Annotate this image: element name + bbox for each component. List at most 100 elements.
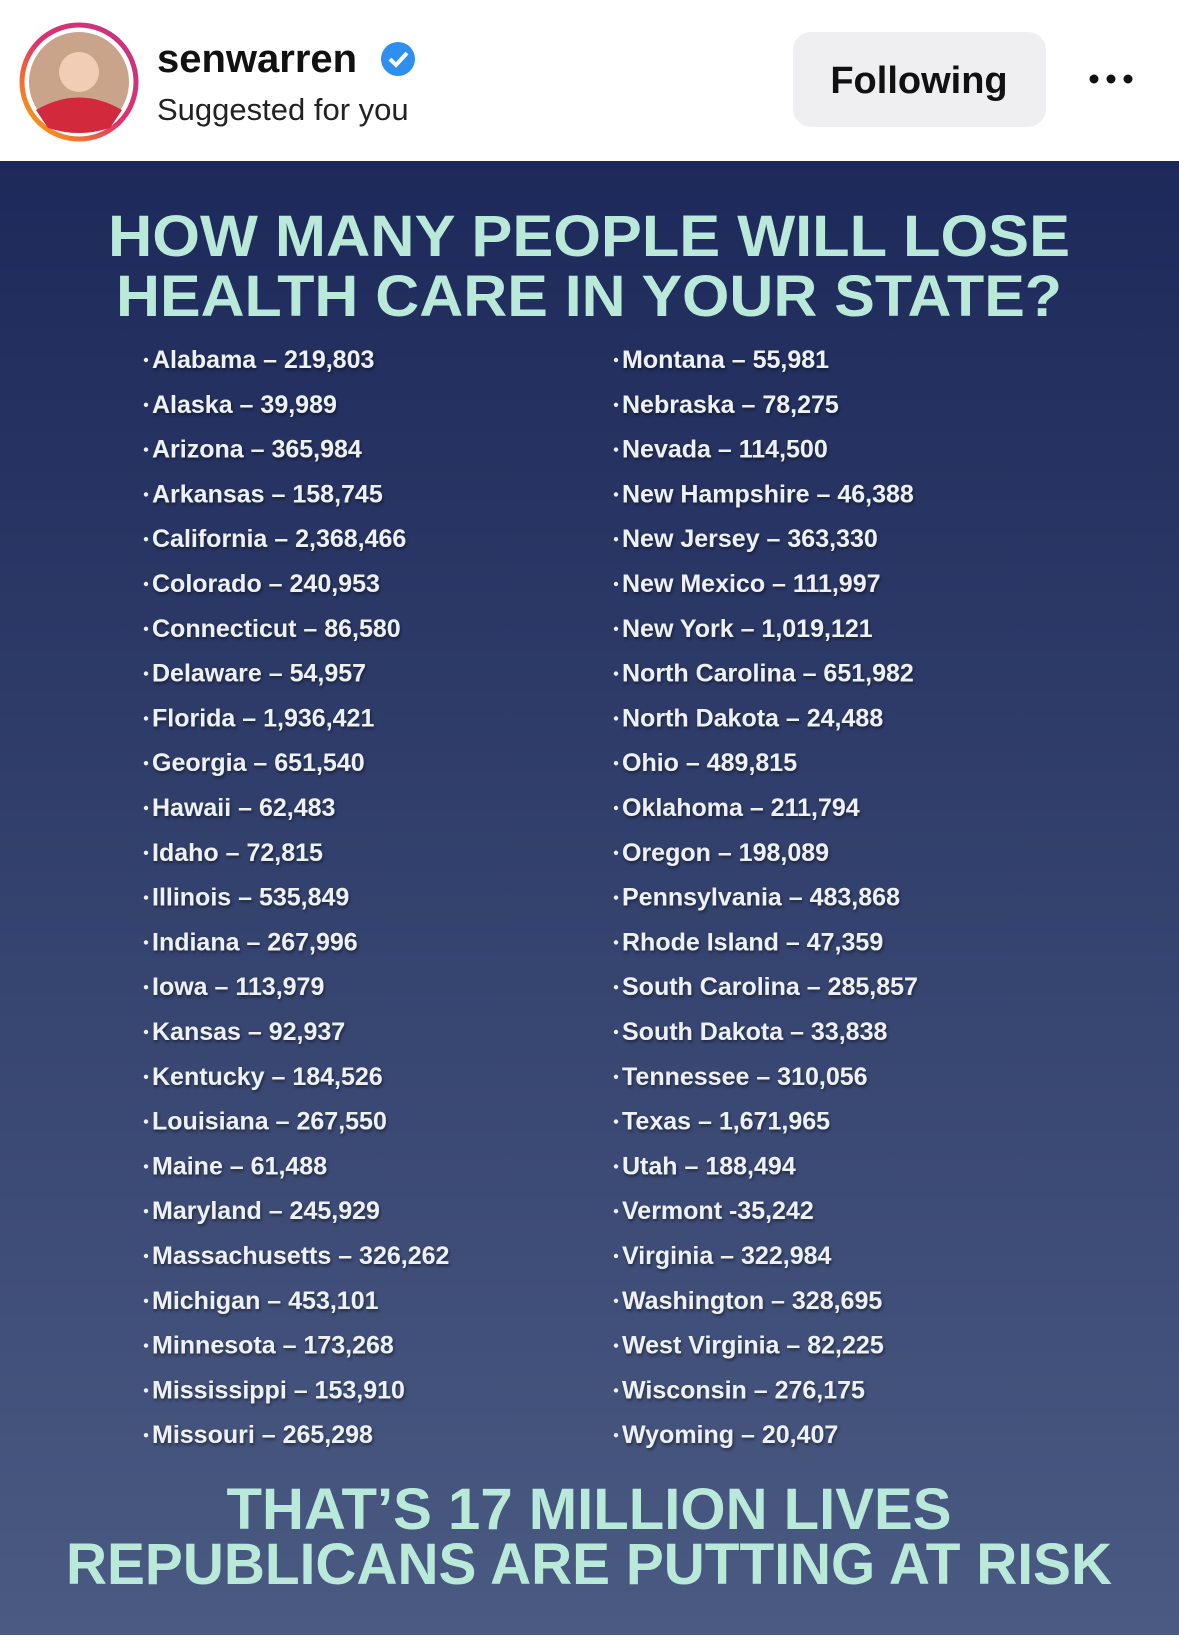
bullet xyxy=(143,1388,149,1393)
bullet xyxy=(613,716,619,721)
bullet xyxy=(613,1253,619,1259)
bullet xyxy=(613,1074,619,1080)
footer-line: REPUBLICANS ARE PUTTING AT RISK xyxy=(66,1532,1112,1597)
state-entry: Michigan – 453,101 xyxy=(152,1287,379,1315)
bullet xyxy=(143,581,149,587)
state-entry: Massachusetts – 326,262 xyxy=(152,1242,449,1270)
bullet xyxy=(143,761,149,766)
state-entry: Alaska – 39,989 xyxy=(152,391,337,419)
bullet xyxy=(143,402,149,407)
bullet xyxy=(143,985,149,990)
bullet xyxy=(613,1433,619,1438)
state-entry: West Virginia – 82,225 xyxy=(622,1332,884,1360)
state-entry: Wyoming – 20,407 xyxy=(622,1421,838,1449)
state-entry: Arkansas – 158,745 xyxy=(152,480,383,508)
bullet xyxy=(143,537,149,542)
state-entry: New Hampshire – 46,388 xyxy=(622,480,914,508)
state-entry: Nebraska – 78,275 xyxy=(622,391,839,419)
bullet xyxy=(143,1029,149,1035)
bullet xyxy=(143,1119,149,1124)
more-button[interactable] xyxy=(1089,74,1133,84)
state-entry: Mississippi – 153,910 xyxy=(152,1376,405,1404)
bullet xyxy=(143,492,149,497)
bullet xyxy=(613,492,619,497)
bullet xyxy=(613,761,619,766)
state-entry: South Carolina – 285,857 xyxy=(622,973,918,1001)
follow-button-bg[interactable] xyxy=(793,32,1046,127)
bullet xyxy=(613,1388,619,1393)
state-entry: Maryland – 245,929 xyxy=(152,1197,380,1225)
bullet xyxy=(613,402,619,407)
state-entry: Georgia – 651,540 xyxy=(152,749,365,777)
bullet xyxy=(143,1433,149,1438)
state-entry: Tennessee – 310,056 xyxy=(622,1063,868,1091)
state-entry: Colorado – 240,953 xyxy=(152,570,380,598)
bullet xyxy=(143,1343,149,1348)
bullet xyxy=(613,805,619,811)
state-entry: Kentucky – 184,526 xyxy=(152,1063,383,1091)
state-entry: North Carolina – 651,982 xyxy=(622,660,914,688)
state-entry: Vermont -35,242 xyxy=(622,1197,814,1225)
username[interactable]: senwarren xyxy=(157,37,357,81)
bullet xyxy=(613,671,619,676)
bullet xyxy=(143,626,149,631)
follow-button[interactable]: Following xyxy=(830,60,1007,102)
title-line: HOW MANY PEOPLE WILL LOSE xyxy=(108,204,1070,269)
bullet xyxy=(613,985,619,990)
bullet xyxy=(613,357,619,363)
state-entry: New Jersey – 363,330 xyxy=(622,525,878,553)
state-entry: Kansas – 92,937 xyxy=(152,1018,345,1046)
state-entry: Pennsylvania – 483,868 xyxy=(622,884,900,912)
bullet xyxy=(143,895,149,900)
state-entry: Ohio – 489,815 xyxy=(622,749,797,777)
bullet xyxy=(143,850,149,855)
state-entry: Delaware – 54,957 xyxy=(152,660,366,688)
state-entry: California – 2,368,466 xyxy=(152,525,406,553)
subtitle: Suggested for you xyxy=(157,92,409,127)
state-entry: Virginia – 322,984 xyxy=(622,1242,831,1270)
avatar-ring xyxy=(19,22,139,142)
footer-line: THAT’S 17 MILLION LIVES xyxy=(227,1477,952,1542)
avatar-face xyxy=(59,52,99,92)
state-entry: Iowa – 113,979 xyxy=(152,973,324,1001)
state-entry: Louisiana – 267,550 xyxy=(152,1108,387,1136)
state-entry: New Mexico – 111,997 xyxy=(622,570,881,598)
state-entry: North Dakota – 24,488 xyxy=(622,704,883,732)
bullet xyxy=(143,447,149,452)
bullet xyxy=(143,1164,149,1169)
state-entry: Utah – 188,494 xyxy=(622,1152,796,1180)
bullet xyxy=(143,1253,149,1259)
bullet xyxy=(143,805,149,811)
bullet xyxy=(143,716,149,721)
state-entry: South Dakota – 33,838 xyxy=(622,1018,887,1046)
state-entry: Nevada – 114,500 xyxy=(622,436,828,464)
bullet xyxy=(143,940,149,945)
state-entry: Indiana – 267,996 xyxy=(152,928,358,956)
bullet xyxy=(613,1343,619,1348)
state-entry: Rhode Island – 47,359 xyxy=(622,928,883,956)
bullet xyxy=(613,895,619,900)
state-entry: Alabama – 219,803 xyxy=(152,346,374,374)
bullet xyxy=(143,1209,149,1214)
bullet xyxy=(613,537,619,542)
state-entry: Wisconsin – 276,175 xyxy=(622,1376,865,1404)
bullet xyxy=(613,1119,619,1124)
state-entry: Minnesota – 173,268 xyxy=(152,1332,394,1360)
state-entry: Maine – 61,488 xyxy=(152,1152,327,1180)
verified-badge xyxy=(381,42,415,76)
bullet xyxy=(143,1074,149,1080)
state-entry: Oregon – 198,089 xyxy=(622,839,829,867)
bullet xyxy=(143,671,149,676)
bullet xyxy=(613,626,619,631)
bullet xyxy=(613,940,619,945)
state-entry: Texas – 1,671,965 xyxy=(622,1108,830,1136)
post-header: senwarren Suggested for you Following xyxy=(19,22,1133,142)
state-entry: Connecticut – 86,580 xyxy=(152,615,401,643)
bullet xyxy=(613,1164,619,1169)
state-entry: Missouri – 265,298 xyxy=(152,1421,373,1449)
bullet xyxy=(613,850,619,855)
post-image xyxy=(0,161,1179,1635)
state-entry: Idaho – 72,815 xyxy=(152,839,323,867)
